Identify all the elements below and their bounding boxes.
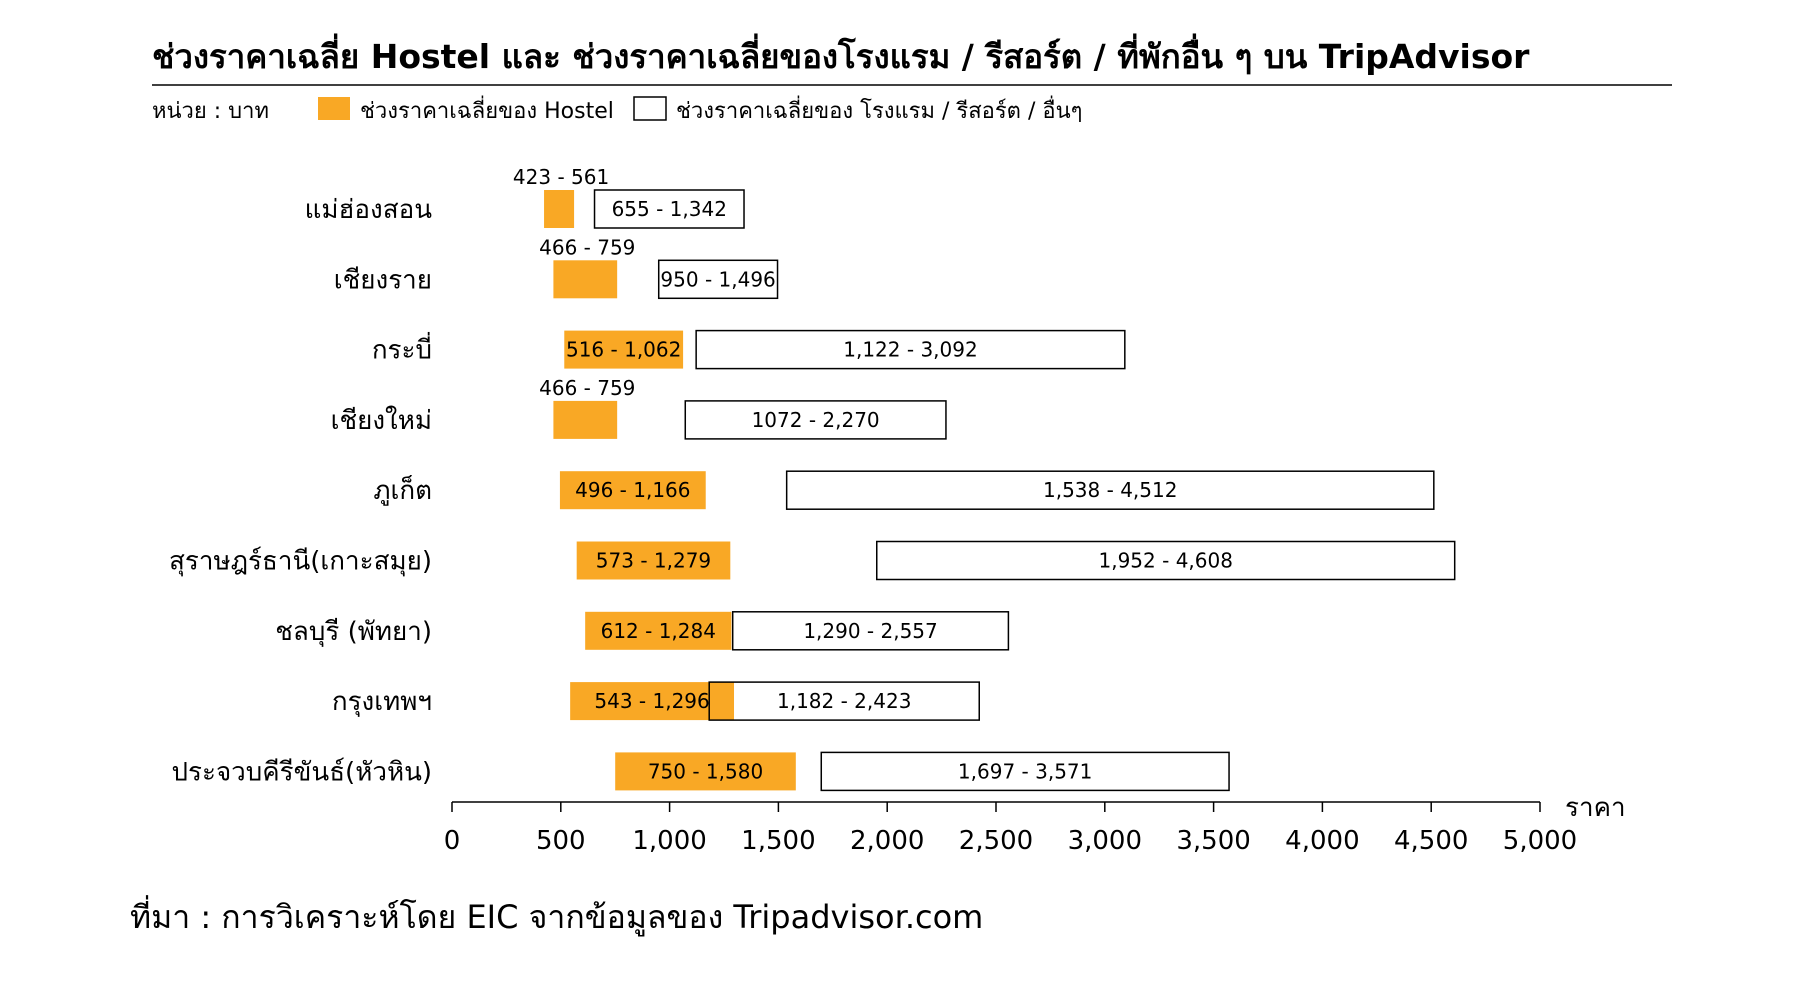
hostel-bar [564, 330, 684, 369]
x-tick-label: 4,500 [1394, 826, 1468, 856]
hotel-bar-label: 1,952 - 4,608 [1099, 549, 1233, 573]
legend-swatch-hotel [633, 96, 667, 121]
legend-label-hotel: ช่วงราคาเฉลี่ยของ โรงแรม / รีสอร์ต / อื่… [676, 95, 1082, 124]
hostel-bar [559, 471, 706, 510]
x-tick-label: 1,500 [741, 826, 815, 856]
hostel-bars [544, 190, 796, 791]
x-axis-title: ราคา [1565, 793, 1626, 823]
unit-label: หน่วย : บาท [152, 99, 269, 124]
hostel-bar-label: 573 - 1,279 [596, 549, 711, 573]
chart-title: ช่วงราคาเฉลี่ย Hostel และ ช่วงราคาเฉลี่ย… [152, 33, 1530, 76]
category-label: ชลบุรี (พัทยา) [275, 617, 432, 647]
category-label: ประจวบคีรีขันธ์(หัวหิน) [172, 757, 432, 787]
hostel-bar-label: 466 - 759 [539, 376, 635, 400]
hotel-bar [657, 259, 779, 300]
x-tick-label: 4,000 [1285, 826, 1359, 856]
hostel-bar-label: 423 - 561 [513, 165, 609, 189]
hotel-bar [593, 189, 745, 229]
hotel-bar [708, 681, 980, 721]
hotel-bar [695, 329, 1126, 370]
category-label: กรุงเทพฯ [332, 687, 432, 717]
hostel-bar-label: 750 - 1,580 [648, 759, 763, 783]
category-label: ภูเก็ต [373, 474, 432, 506]
category-label: เชียงราย [334, 265, 432, 295]
hotel-bar-label: 1,182 - 2,423 [777, 689, 911, 713]
hostel-bar [544, 190, 575, 228]
hostel-bar [615, 752, 796, 791]
category-label: กระบี่ [372, 332, 432, 366]
hostel-bar [570, 682, 735, 721]
hotel-bar-label: 950 - 1,496 [660, 267, 775, 291]
hotel-bar-label: 1,697 - 3,571 [958, 759, 1092, 783]
hostel-bar-label: 543 - 1,296 [594, 689, 709, 713]
legend-swatch-hostel [318, 97, 350, 120]
hotel-bar-label: 655 - 1,342 [612, 197, 727, 221]
hotel-bar [785, 470, 1435, 510]
x-tick-label: 3,500 [1176, 826, 1250, 856]
x-tick-label: 2,500 [959, 826, 1033, 856]
hotel-bar-label: 1,538 - 4,512 [1043, 478, 1177, 502]
legend-label-hostel: ช่วงราคาเฉลี่ยของ Hostel [360, 95, 614, 124]
hostel-bar [553, 260, 618, 299]
x-tick-label: 0 [444, 826, 461, 856]
category-label: เชียงใหม่ [331, 406, 432, 436]
hostel-bar [553, 400, 618, 439]
hostel-bar-label: 466 - 759 [539, 235, 635, 259]
hotel-bar-label: 1,122 - 3,092 [843, 338, 977, 362]
x-tick-label: 2,000 [850, 826, 924, 856]
hotel-bar-label: 1,290 - 2,557 [803, 619, 937, 643]
hotel-bar [876, 540, 1456, 581]
x-axis-ticks: 0 500 1,000 1,500 2,000 2,500 3,000 3,500 4,000 4… [444, 802, 1577, 856]
hostel-bar [576, 541, 731, 580]
source-note: ที่มา : การวิเคราะห์โดย EIC จากข้อมูลของ… [130, 895, 983, 937]
category-label: สุราษฎร์ธานี(เกาะสมุย) [169, 547, 432, 577]
x-axis: 0 500 1,000 1,500 2,000 2,500 3,000 3,500 4,000 4… [444, 793, 1626, 856]
hotel-bar-label: 1072 - 2,270 [752, 408, 880, 432]
hotel-bars [593, 189, 1456, 792]
hostel-bar-label: 612 - 1,284 [601, 619, 716, 643]
x-tick-label: 5,000 [1503, 826, 1577, 856]
category-label: แม่ฮ่องสอน [305, 195, 433, 225]
x-tick-label: 500 [536, 826, 586, 856]
hotel-bar [820, 751, 1230, 792]
hostel-bar-label: 516 - 1,062 [566, 338, 681, 362]
hostel-bar [585, 611, 732, 650]
hotel-bar [684, 400, 947, 440]
hotel-bar [731, 611, 1010, 651]
x-tick-label: 1,000 [632, 826, 706, 856]
hostel-bar-label: 496 - 1,166 [575, 478, 690, 502]
x-tick-label: 3,000 [1068, 826, 1142, 856]
category-labels: แม่ฮ่องสอนเชียงรายกระบี่เชียงใหม่ภูเก็ตส… [169, 195, 432, 787]
